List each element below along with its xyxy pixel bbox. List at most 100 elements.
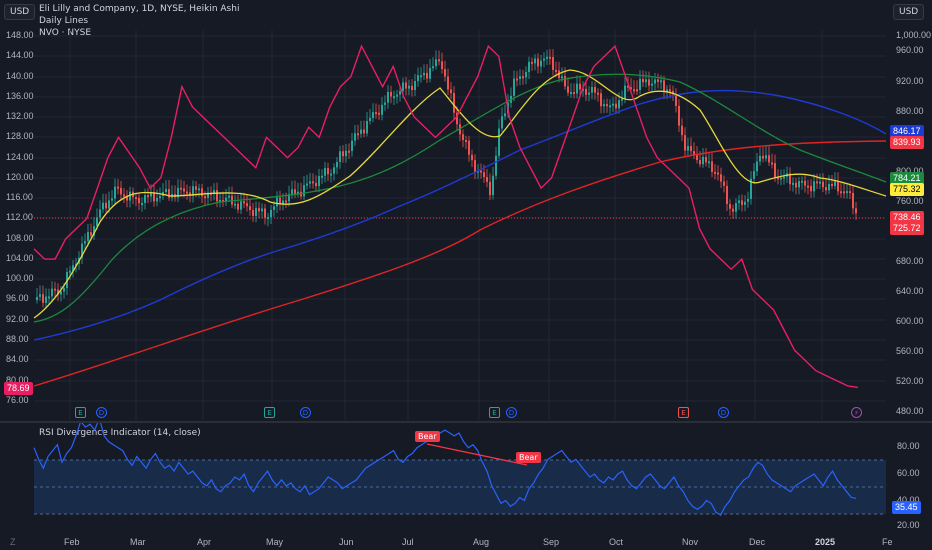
candle-body	[378, 112, 380, 115]
earnings-event-icon[interactable]: E	[678, 407, 689, 418]
compare-legend-nvo[interactable]: NVO · NYSE	[39, 28, 92, 38]
candle-body	[468, 140, 470, 155]
candle-body	[315, 182, 317, 187]
event-bolt-icon[interactable]: ⚡	[851, 407, 862, 418]
earnings-event-icon[interactable]: E	[75, 407, 86, 418]
candle-body	[486, 177, 488, 182]
dividend-event-icon[interactable]: D	[96, 407, 107, 418]
candle-body	[420, 75, 422, 78]
candle-body	[624, 85, 626, 99]
candle-body	[339, 151, 341, 162]
candle-body	[138, 197, 140, 204]
currency-left-button[interactable]: USD	[4, 4, 36, 20]
right-axis-label: 880.00	[896, 106, 924, 116]
candle-body	[267, 217, 269, 220]
candle-body	[606, 104, 608, 107]
candle-body	[561, 76, 563, 79]
price-tag: 784.21	[890, 172, 924, 185]
earnings-event-icon[interactable]: E	[264, 407, 275, 418]
price-tag: 725.72	[890, 222, 924, 235]
candle-body	[186, 191, 188, 194]
candle-body	[474, 160, 476, 173]
rsi-axis-40[interactable]: 40.00	[897, 495, 920, 505]
right-axis-label: 800.00	[896, 166, 924, 176]
dividend-event-icon[interactable]: D	[300, 407, 311, 418]
candle-body	[87, 232, 89, 241]
candle-body	[672, 91, 674, 95]
candle-body	[822, 181, 824, 188]
candle-body	[228, 195, 230, 198]
right-axis-label: 760.00	[896, 196, 924, 206]
candle-body	[801, 180, 803, 183]
left-axis-label: 112.00	[6, 212, 33, 222]
rsi-axis-80[interactable]: 80.00	[897, 441, 920, 451]
candle-body	[429, 68, 431, 79]
heikin-ashi-candles	[36, 49, 857, 309]
candle-body	[834, 181, 836, 187]
candle-body	[657, 79, 659, 82]
right-axis-label: 560.00	[896, 346, 924, 356]
candle-body	[327, 168, 329, 175]
ma-20-line	[33, 69, 887, 319]
earnings-event-icon[interactable]: E	[489, 407, 500, 418]
candle-body	[117, 186, 119, 189]
candle-body	[792, 182, 794, 185]
candle-body	[264, 208, 266, 218]
candle-body	[837, 181, 839, 192]
ma-50-line	[33, 73, 887, 323]
currency-right-button[interactable]: USD	[893, 4, 925, 20]
rsi-chart[interactable]	[0, 423, 932, 533]
main-price-chart[interactable]	[0, 0, 932, 420]
pane-separator[interactable]	[0, 421, 932, 423]
candle-body	[567, 86, 569, 93]
candle-body	[393, 96, 395, 99]
dividend-event-icon[interactable]: D	[506, 407, 517, 418]
left-axis-label: 96.00	[6, 293, 29, 303]
candle-body	[219, 199, 221, 202]
candle-body	[165, 189, 167, 193]
candle-body	[141, 203, 143, 206]
right-axis-label: 600.00	[896, 316, 924, 326]
dividend-event-icon[interactable]: D	[718, 407, 729, 418]
candle-body	[675, 94, 677, 106]
candle-body	[783, 176, 785, 179]
candle-body	[543, 58, 545, 61]
candle-body	[696, 155, 698, 161]
candle-body	[156, 197, 158, 202]
candle-body	[408, 85, 410, 89]
candle-body	[396, 94, 398, 97]
candle-body	[99, 209, 101, 218]
symbol-legend[interactable]: Eli Lilly and Company, 1D, NYSE, Heikin …	[39, 4, 240, 14]
candle-body	[462, 134, 464, 141]
candle-body	[633, 89, 635, 92]
right-axis-label: 640.00	[896, 286, 924, 296]
candle-body	[318, 176, 320, 187]
rsi-axis-60[interactable]: 60.00	[897, 468, 920, 478]
candle-body	[498, 128, 500, 156]
candle-body	[336, 161, 338, 168]
candle-body	[471, 154, 473, 161]
candle-body	[195, 186, 197, 190]
candle-body	[249, 206, 251, 211]
candle-body	[465, 140, 467, 143]
candle-body	[618, 100, 620, 109]
candle-body	[501, 116, 503, 129]
candle-body	[333, 167, 335, 174]
candle-body	[426, 72, 428, 79]
timezone-icon[interactable]: Z	[10, 537, 16, 547]
left-axis-label: 92.00	[6, 314, 29, 324]
rsi-axis-20[interactable]: 20.00	[897, 520, 920, 530]
candle-body	[597, 92, 599, 95]
indicator-legend-daily-lines[interactable]: Daily Lines	[39, 16, 89, 26]
time-axis-label: May	[266, 537, 284, 547]
candle-body	[357, 133, 359, 136]
candle-body	[522, 76, 524, 79]
candle-body	[207, 192, 209, 198]
candle-body	[84, 240, 86, 244]
candle-body	[669, 89, 671, 92]
rsi-legend[interactable]: RSI Divergence Indicator (14, close)	[39, 428, 201, 438]
candle-body	[105, 202, 107, 209]
candle-body	[762, 155, 764, 159]
candle-body	[600, 93, 602, 107]
candle-body	[813, 181, 815, 192]
